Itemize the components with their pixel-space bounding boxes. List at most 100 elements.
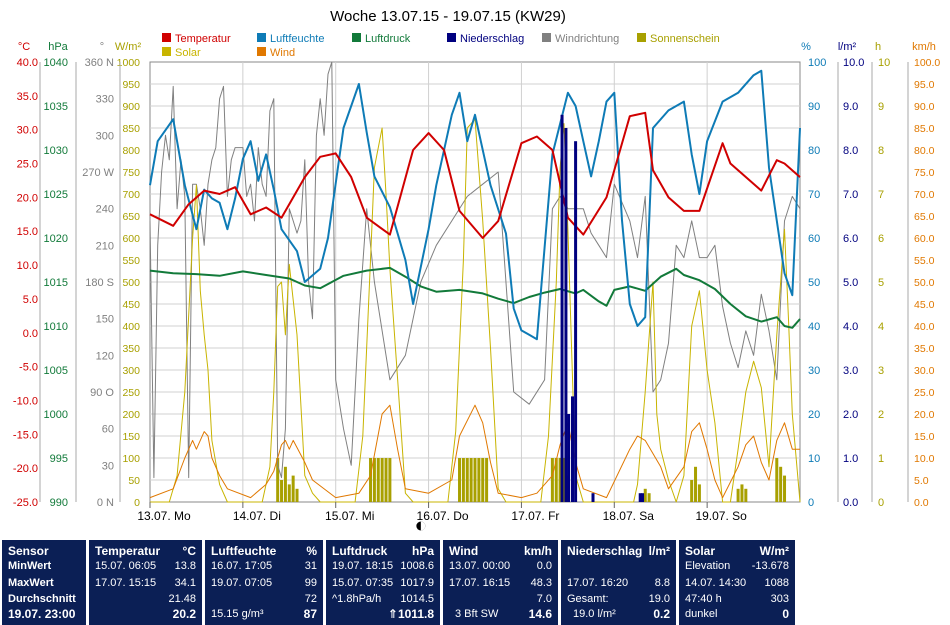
stats-sensor-panel: Sensor MinWert MaxWert Durchschnitt 19.0… — [2, 540, 86, 625]
y-tick-label: 35.0 — [17, 91, 38, 103]
sonnenschein-bar — [283, 466, 287, 502]
sonnenschein-bar — [783, 475, 787, 502]
y-tick-label: -25.0 — [13, 497, 38, 509]
wind-avg: 7.0 — [536, 593, 552, 605]
sonnenschein-bar — [458, 458, 462, 502]
y-tick-label: 0 — [878, 497, 884, 509]
sonnenschein-bar — [694, 466, 698, 502]
y-tick-label: 4.0 — [843, 321, 858, 333]
y-tick-label: 95.0 — [914, 79, 935, 91]
axis-unit: l/m² — [838, 41, 857, 53]
y-tick-label: 850 — [122, 123, 140, 135]
y-tick-label: 150 — [96, 314, 114, 326]
niederschlag-current: 0.2 — [653, 607, 670, 621]
niederschlag-bar — [564, 128, 568, 502]
y-tick-label: 330 — [96, 94, 114, 106]
niederschlag-bar — [560, 114, 564, 503]
luftfeuchte-header: Luftfeuchte — [211, 544, 277, 558]
y-tick-label: 700 — [122, 189, 140, 201]
sonnenschein-bar — [697, 484, 701, 502]
y-tick-label: -5.0 — [19, 362, 38, 374]
niederschlag-header: Niederschlag — [567, 544, 643, 558]
y-tick-label: 6.0 — [843, 233, 858, 245]
y-tick-label: 7 — [878, 189, 884, 201]
sonnenschein-bar — [388, 458, 392, 502]
luftfeuchte-max-time: 19.07. 07:05 — [211, 577, 273, 589]
sonnenschein-bar — [736, 488, 740, 502]
sonnenschein-bar — [461, 458, 465, 502]
y-tick-label: 0.0 — [843, 497, 858, 509]
y-tick-label: 1005 — [44, 365, 68, 377]
luftfeuchte-min-time: 16.07. 17:05 — [211, 560, 273, 572]
y-tick-label: 900 — [122, 101, 140, 113]
luftfeuchte-current: 87 — [303, 607, 317, 621]
y-tick-label: 1020 — [44, 233, 68, 245]
sonnenschein-bar — [643, 488, 647, 502]
y-tick-label: 50.0 — [914, 277, 935, 289]
y-tick-label: 1010 — [44, 321, 68, 333]
y-tick-label: 1035 — [44, 101, 68, 113]
sonnenschein-bar — [287, 484, 291, 502]
legend-swatch — [447, 33, 456, 42]
legend-swatch — [542, 33, 551, 42]
wind-max-time: 17.07. 16:15 — [449, 577, 511, 589]
chart-plot-area — [149, 61, 801, 503]
y-tick-label: 10.0 — [17, 260, 38, 272]
solar-avg: 303 — [770, 593, 789, 605]
y-tick-label: 90.0 — [914, 101, 935, 113]
luftdruck-max-time: 15.07. 07:35 — [332, 577, 394, 589]
y-tick-label: 270 W — [82, 167, 114, 179]
chart-legend: Temperatur Luftfeuchte Luftdruck Niederschl… — [162, 33, 720, 59]
y-tick-label: 180 S — [85, 277, 114, 289]
niederschlag-bar — [574, 141, 578, 502]
stats-temperatur-panel: Temperatur °C 15.07. 06:05 13.8 17.07. 15:… — [89, 540, 202, 625]
y-tick-label: 25.0 — [17, 159, 38, 171]
y-tick-label: 2 — [878, 409, 884, 421]
sonnenschein-bar — [647, 493, 651, 502]
y-tick-label: 10 — [878, 57, 890, 69]
sonnenschein-bar — [477, 458, 481, 502]
y-tick-label: 90 O — [90, 387, 114, 399]
niederschlag-bar — [571, 396, 574, 502]
niederschlag-max: 8.8 — [654, 577, 670, 589]
sonnenschein-bar — [369, 458, 373, 502]
y-tick-label: 30.0 — [914, 365, 935, 377]
sonnenschein-bar — [550, 458, 554, 502]
y-tick-label: 1 — [878, 453, 884, 465]
sonnenschein-bar — [372, 458, 376, 502]
niederschlag-bar — [641, 493, 645, 502]
solar-header: Solar — [685, 544, 716, 558]
luftdruck-trend: ^1.8hPa/h — [332, 593, 382, 605]
legend-label: Sonnenschein — [650, 33, 720, 45]
y-tick-label: 0.0 — [23, 328, 38, 340]
y-tick-label: 60 — [808, 233, 820, 245]
y-tick-label: 10.0 — [843, 57, 864, 69]
solar-elevation-label: Elevation — [685, 560, 731, 572]
y-tick-label: 5.0 — [843, 277, 858, 289]
sonnenschein-bar — [481, 458, 485, 502]
temperatur-line — [149, 111, 801, 239]
y-tick-label: 5 — [878, 277, 884, 289]
solar-max: 1088 — [764, 577, 789, 589]
niederschlag-bar — [567, 414, 571, 502]
y-tick-label: 50 — [808, 277, 820, 289]
y-tick-label: 55.0 — [914, 255, 935, 267]
niederschlag-unit: l/m² — [648, 544, 670, 558]
luftfeuchte-avg: 72 — [304, 593, 317, 605]
axis-unit: W/m² — [115, 41, 142, 53]
sonnenschein-bar — [295, 488, 299, 502]
y-tick-label: 85.0 — [914, 123, 935, 135]
y-tick-label: 65.0 — [914, 211, 935, 223]
y-tick-label: 650 — [122, 211, 140, 223]
x-tick-label: 16.07. Do — [417, 509, 469, 523]
wind-header: Wind — [449, 544, 479, 558]
y-tick-label: 5.0 — [23, 294, 38, 306]
y-tick-label: 300 — [122, 365, 140, 377]
y-tick-label: 500 — [122, 277, 140, 289]
max-label: MaxWert — [8, 577, 54, 589]
y-tick-label: 1015 — [44, 277, 68, 289]
y-tick-label: -15.0 — [13, 429, 38, 441]
y-tick-label: 9.0 — [843, 101, 858, 113]
y-tick-label: 5.0 — [914, 475, 929, 487]
y-tick-label: -10.0 — [13, 395, 38, 407]
